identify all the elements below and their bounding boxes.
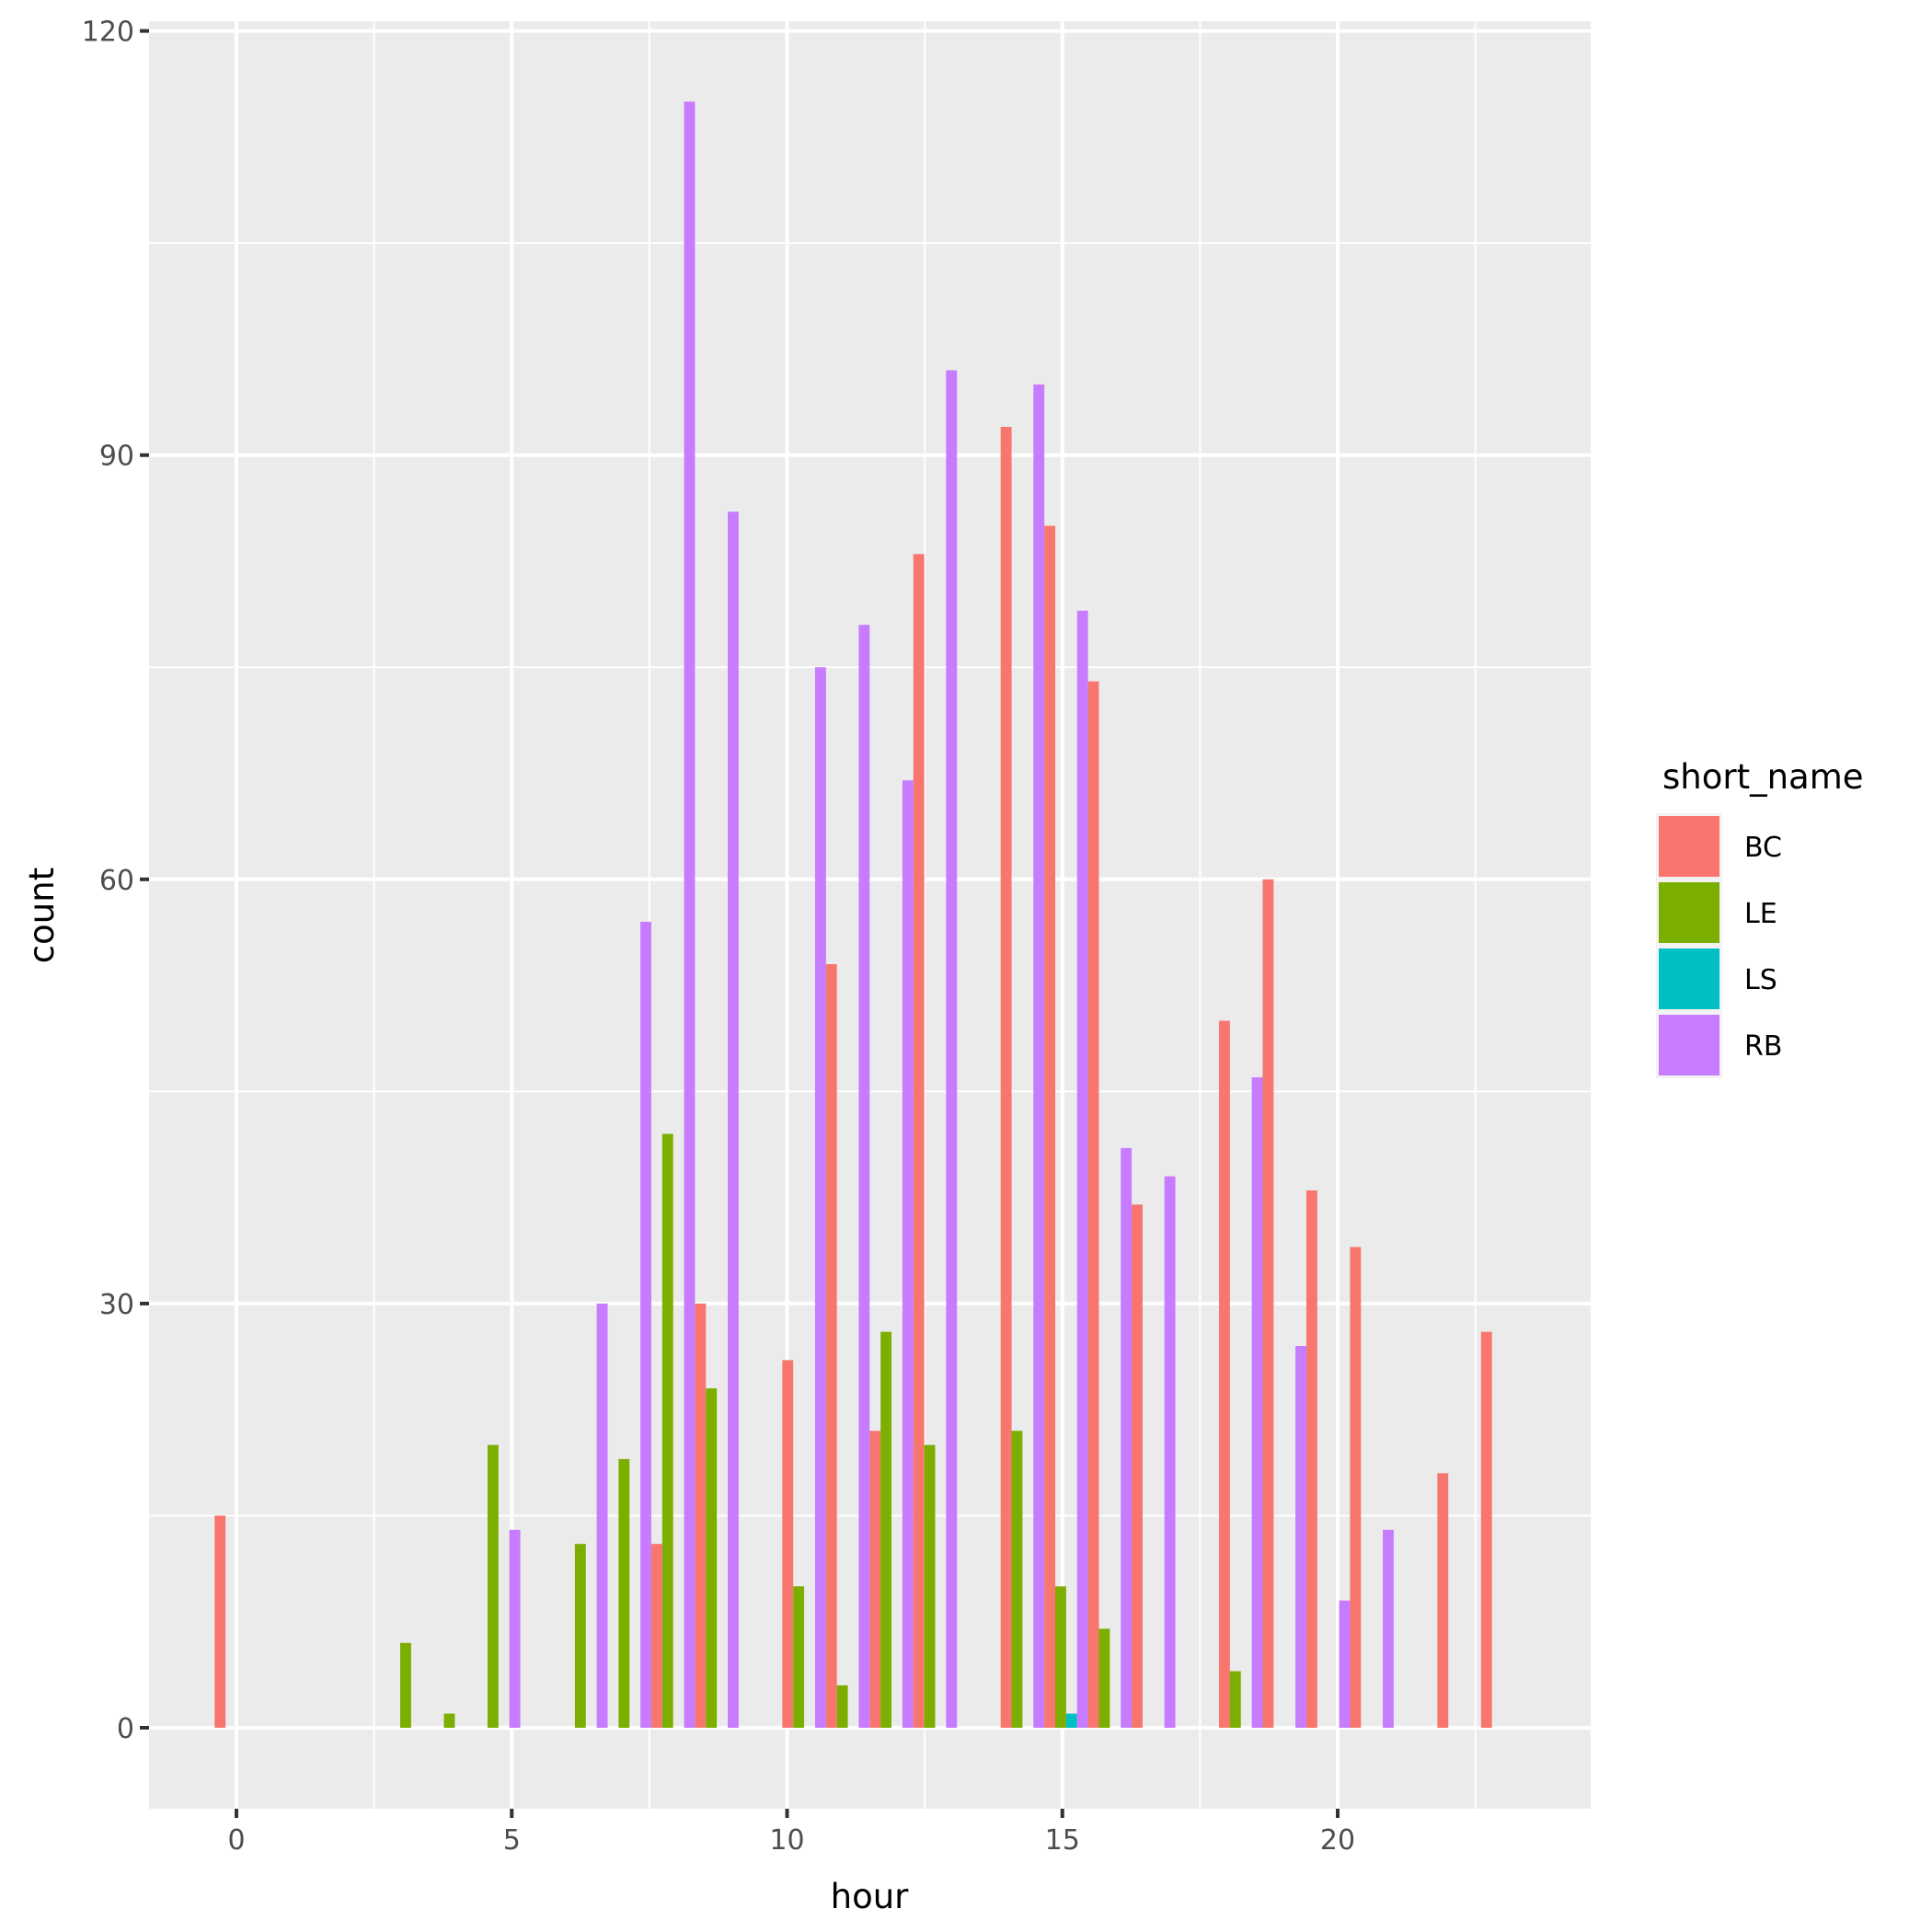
- bar-ls: [1065, 1713, 1077, 1728]
- y-tick-label: 0: [117, 1713, 134, 1745]
- legend-label: RB: [1744, 1030, 1782, 1063]
- bar-le: [487, 1444, 499, 1728]
- bar-rb: [946, 370, 958, 1729]
- y-tick-label: 30: [99, 1289, 134, 1321]
- bar-bc: [1262, 879, 1274, 1728]
- legend-swatch: [1659, 816, 1719, 877]
- bar-bc: [782, 1360, 794, 1728]
- bar-rb: [1339, 1600, 1351, 1728]
- legend-item-bc: BC: [1656, 813, 1782, 880]
- legend-swatch: [1659, 882, 1719, 943]
- legend-label: LS: [1744, 964, 1777, 996]
- bar-rb: [814, 667, 826, 1728]
- bar-le: [793, 1586, 805, 1728]
- bar-rb: [1251, 1076, 1263, 1728]
- bar-rb: [902, 780, 914, 1729]
- x-axis: 0 5 10 15 20: [227, 1809, 1355, 1857]
- legend-item-le: LE: [1656, 880, 1777, 946]
- bar-rb: [1295, 1346, 1306, 1728]
- bar-bc: [1350, 1247, 1362, 1728]
- bar-le: [836, 1685, 848, 1728]
- bar-rb: [1121, 1147, 1133, 1728]
- bar-bc: [869, 1431, 881, 1728]
- bar-bc: [1044, 525, 1056, 1728]
- bar-bc: [1000, 426, 1012, 1729]
- bar-rb: [1164, 1176, 1176, 1728]
- y-axis: 0 30 60 90 120: [82, 17, 149, 1745]
- bar-bc: [214, 1515, 226, 1728]
- x-tick-label: 5: [503, 1824, 521, 1857]
- x-axis-title: hour: [831, 1877, 910, 1916]
- bar-bc: [695, 1303, 707, 1728]
- y-axis-title: count: [22, 868, 62, 963]
- bar-le: [880, 1331, 892, 1728]
- bar-bc: [1219, 1020, 1230, 1728]
- x-tick-label: 0: [227, 1824, 245, 1857]
- bar-le: [1011, 1431, 1023, 1728]
- bar-bc: [825, 964, 837, 1728]
- bar-bc: [650, 1544, 662, 1728]
- bar-le: [1055, 1586, 1066, 1728]
- bar-rb: [640, 921, 651, 1728]
- bar-le: [618, 1458, 630, 1728]
- bar-bc: [913, 554, 925, 1728]
- bar-le: [574, 1544, 586, 1728]
- bar-rb: [509, 1529, 521, 1728]
- bar-le: [443, 1713, 455, 1728]
- legend: short_name BC LE LS RB: [1656, 757, 1864, 1078]
- y-tick-label: 60: [99, 865, 134, 897]
- bar-le: [924, 1444, 936, 1728]
- bar-rb: [728, 512, 739, 1729]
- legend-label: BC: [1744, 832, 1782, 864]
- bar-le: [400, 1642, 411, 1728]
- legend-item-rb: RB: [1656, 1012, 1782, 1078]
- legend-title: short_name: [1662, 757, 1864, 797]
- bar-le: [706, 1388, 718, 1728]
- bar-le: [1229, 1671, 1241, 1728]
- legend-swatch: [1659, 949, 1719, 1009]
- bar-rb: [596, 1303, 608, 1728]
- bar-le: [1098, 1628, 1110, 1728]
- legend-swatch: [1659, 1015, 1719, 1075]
- bar-bc: [1087, 681, 1099, 1728]
- x-tick-label: 10: [769, 1824, 804, 1857]
- bar-rb: [684, 101, 696, 1729]
- bar-bc: [1305, 1190, 1317, 1728]
- bar-le: [661, 1133, 673, 1728]
- bar-rb: [1033, 384, 1045, 1729]
- bar-rb: [1383, 1529, 1394, 1728]
- y-tick-label: 120: [82, 17, 134, 49]
- bar-bc: [1437, 1473, 1449, 1728]
- bar-bc: [1132, 1204, 1143, 1728]
- legend-label: LE: [1744, 898, 1777, 930]
- bar-bc: [1480, 1331, 1492, 1728]
- bar-rb: [858, 625, 870, 1728]
- x-tick-label: 20: [1320, 1824, 1355, 1857]
- legend-item-ls: LS: [1656, 946, 1777, 1012]
- bars-layer: [214, 101, 1492, 1729]
- y-tick-label: 90: [99, 441, 134, 473]
- bar-rb: [1076, 610, 1088, 1728]
- x-tick-label: 15: [1045, 1824, 1080, 1857]
